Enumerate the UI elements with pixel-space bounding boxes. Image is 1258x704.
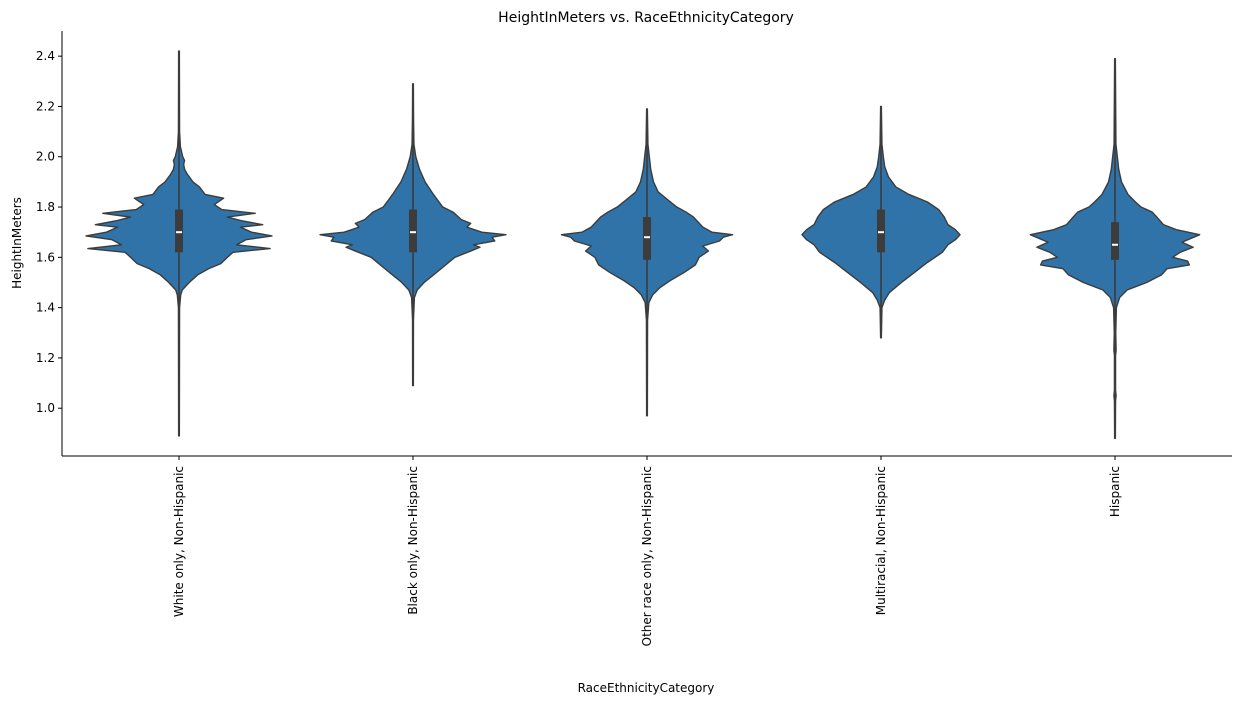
- x-tick-label: Other race only, Non-Hispanic: [640, 466, 654, 646]
- violin-1: [319, 83, 507, 387]
- violin-2: [560, 108, 734, 417]
- violin-iqr-box: [877, 209, 885, 253]
- x-tick-label: Black only, Non-Hispanic: [406, 466, 420, 615]
- x-tick-label: Hispanic: [1108, 466, 1122, 517]
- y-tick-label: 1.6: [36, 250, 55, 264]
- axes-group: 1.0 1.2 1.4 1.6 1.8 2.0 2.2 2.4 White only, Non-…: [36, 31, 1232, 646]
- y-tick-label: 2.2: [36, 99, 55, 113]
- violins-group: [85, 50, 1201, 440]
- violin-4: [1029, 57, 1201, 440]
- y-tick-label: 2.4: [36, 49, 55, 63]
- violin-iqr-box: [643, 217, 651, 260]
- violin-iqr-box: [409, 209, 417, 253]
- violin-3: [801, 105, 961, 339]
- chart-title: HeightInMeters vs. RaceEthnicityCategory: [498, 10, 794, 26]
- y-tick-label: 1.8: [36, 200, 55, 214]
- y-tick-label: 1.0: [36, 401, 55, 415]
- violin-iqr-box: [1111, 222, 1119, 260]
- violin-0: [85, 50, 273, 437]
- x-tick-label: Multiracial, Non-Hispanic: [874, 466, 888, 615]
- violin-iqr-box: [175, 209, 183, 253]
- y-tick-label: 1.4: [36, 301, 55, 315]
- y-tick-label: 1.2: [36, 351, 55, 365]
- x-tick-label: White only, Non-Hispanic: [172, 466, 186, 617]
- y-axis-title: HeightInMeters: [10, 197, 24, 289]
- y-tick-label: 2.0: [36, 150, 55, 164]
- x-axis-title: RaceEthnicityCategory: [578, 681, 715, 695]
